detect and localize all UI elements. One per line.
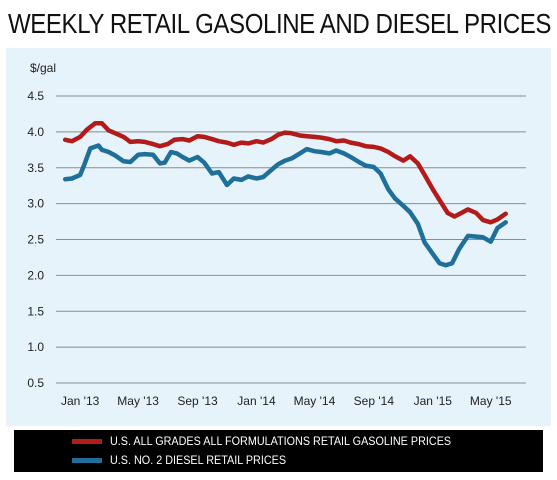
y-tick-label: 4.0 (27, 125, 44, 139)
plot-panel: $/gal 4.5 4.0 3.5 3.0 2.5 2.0 1.5 1.0 0.5 Jan '1… (6, 48, 551, 426)
gridlines (56, 95, 526, 384)
x-tick-label: May '13 (117, 394, 159, 408)
y-tick-label: 2.5 (27, 233, 44, 247)
x-tick-label: Jan '13 (61, 394, 100, 408)
legend-item-diesel: U.S. NO. 2 DIESEL RETAIL PRICES (72, 452, 306, 468)
y-axis-unit-label: $/gal (30, 61, 56, 75)
y-axis-ticks: 4.5 4.0 3.5 3.0 2.5 2.0 1.5 1.0 0.5 (27, 89, 44, 390)
chart-title: WEEKLY RETAIL GASOLINE AND DIESEL PRICES (8, 8, 552, 39)
y-tick-label: 1.0 (27, 340, 44, 354)
x-tick-label: Jan '14 (237, 394, 276, 408)
x-tick-label: Jan '15 (414, 394, 453, 408)
y-tick-label: 4.5 (27, 89, 44, 103)
x-tick-label: Sep '14 (354, 394, 395, 408)
x-tick-label: Sep '13 (177, 394, 218, 408)
y-tick-label: 3.0 (27, 197, 44, 211)
line-chart: $/gal 4.5 4.0 3.5 3.0 2.5 2.0 1.5 1.0 0.5 Jan '1… (27, 61, 526, 408)
legend-swatch-diesel (72, 457, 102, 463)
x-axis-ticks: Jan '13 May '13 Sep '13 Jan '14 May '14 Sep '… (61, 394, 512, 408)
x-tick-label: May '14 (294, 394, 336, 408)
legend-label-diesel: U.S. NO. 2 DIESEL RETAIL PRICES (110, 453, 287, 467)
gasoline-price-line (62, 121, 508, 225)
legend-swatch-gasoline (72, 438, 102, 444)
y-tick-label: 3.5 (27, 161, 44, 175)
y-tick-label: 1.5 (27, 304, 44, 318)
y-tick-label: 2.0 (27, 268, 44, 282)
diesel-price-line (62, 143, 508, 268)
x-tick-label: May '15 (470, 394, 512, 408)
legend-item-gasoline: U.S. ALL GRADES ALL FORMULATIONS RETAIL … (72, 433, 489, 449)
series-lines (62, 121, 508, 268)
y-tick-label: 0.5 (27, 376, 44, 390)
legend: U.S. ALL GRADES ALL FORMULATIONS RETAIL … (14, 430, 543, 472)
legend-label-gasoline: U.S. ALL GRADES ALL FORMULATIONS RETAIL … (110, 434, 452, 448)
